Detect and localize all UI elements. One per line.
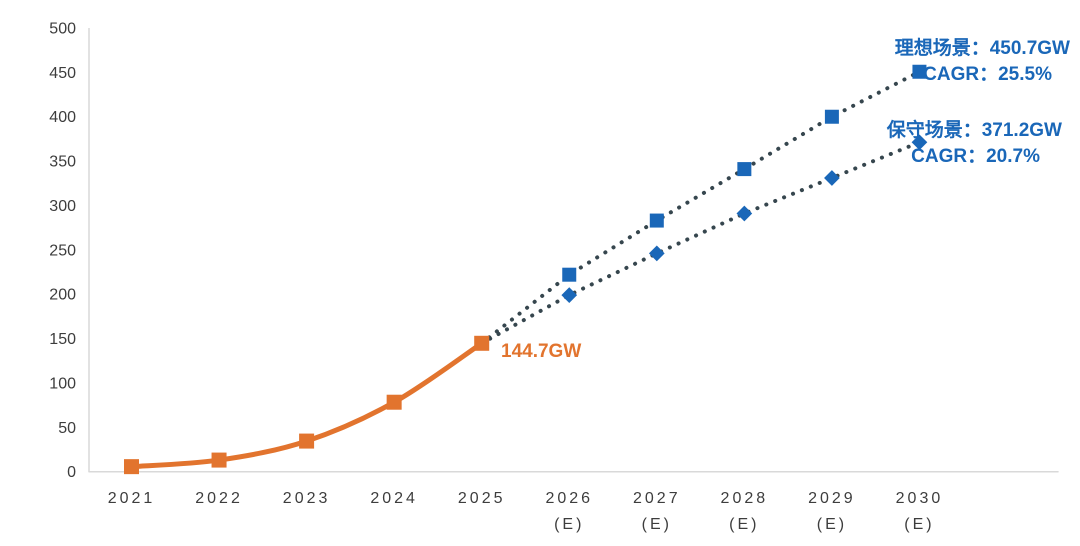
data-point-historical-2024 (386, 394, 402, 410)
y-tick-label: 450 (49, 65, 76, 82)
x-tick-sublabel: (E) (642, 516, 672, 533)
y-tick-label: 150 (49, 331, 76, 348)
data-point-ideal-2030 (912, 64, 927, 79)
x-tick-sublabel: (E) (554, 516, 584, 533)
y-tick-label: 200 (49, 287, 76, 304)
conservative-cagr-label: CAGR：20.7% (911, 146, 1040, 167)
x-tick-label: 2024 (370, 490, 418, 507)
x-tick-sublabel: (E) (817, 516, 847, 533)
data-point-conservative-2029 (824, 170, 840, 186)
ideal-scenario-label: 理想场景：450.7GW (894, 38, 1070, 59)
series-line-ideal (479, 69, 922, 346)
data-point-ideal-2028 (737, 162, 752, 177)
y-tick-label: 400 (49, 109, 76, 126)
x-tick-label: 2026 (545, 490, 593, 507)
y-tick-label: 0 (67, 464, 76, 481)
data-point-historical-2023 (299, 433, 315, 449)
series-line-conservative (479, 140, 922, 346)
x-tick-label: 2025 (458, 490, 506, 507)
y-tick-label: 50 (58, 420, 76, 437)
x-tick-label: 2030 (896, 490, 944, 507)
x-tick-label: 2027 (633, 490, 681, 507)
x-tick-label: 2023 (283, 490, 331, 507)
data-point-historical-2021 (124, 459, 139, 475)
x-tick-label: 2029 (808, 490, 856, 507)
data-point-historical-2025 (474, 335, 490, 351)
x-tick-label: 2022 (195, 490, 243, 507)
data-point-conservative-2026 (561, 287, 578, 303)
data-point-ideal-2026 (562, 267, 577, 282)
data-point-historical-2022 (211, 452, 227, 468)
ideal-cagr-label: CAGR：25.5% (923, 64, 1052, 85)
y-tick-label: 350 (49, 154, 76, 171)
x-tick-sublabel: (E) (904, 516, 934, 533)
x-tick-label: 2021 (108, 490, 156, 507)
current-value-label: 144.7GW (501, 341, 582, 362)
data-point-conservative-2030 (911, 134, 928, 151)
data-point-conservative-2028 (736, 205, 753, 222)
y-tick-label: 500 (49, 21, 76, 38)
data-point-ideal-2029 (824, 109, 839, 124)
x-tick-label: 2028 (721, 490, 769, 507)
y-tick-label: 100 (49, 375, 76, 392)
y-tick-label: 250 (49, 242, 76, 259)
data-point-conservative-2027 (648, 245, 665, 262)
conservative-scenario-label: 保守场景：371.2GW (886, 120, 1062, 141)
x-tick-sublabel: (E) (729, 516, 759, 533)
y-tick-label: 300 (49, 198, 76, 215)
data-point-ideal-2027 (649, 213, 664, 228)
